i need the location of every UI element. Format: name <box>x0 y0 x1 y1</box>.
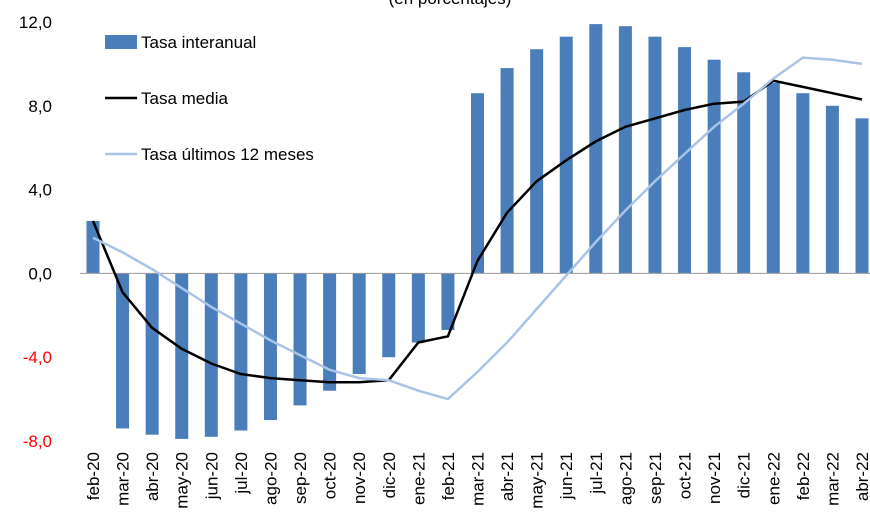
x-tick-label: feb-22 <box>794 452 813 500</box>
bar <box>175 273 189 439</box>
bar <box>766 82 780 274</box>
line-series <box>92 56 863 401</box>
bar <box>116 273 130 429</box>
y-tick-label: -8,0 <box>23 432 52 451</box>
x-tick-label: sep-21 <box>646 452 665 504</box>
bar <box>411 273 425 343</box>
bar <box>678 47 692 274</box>
bar <box>707 59 721 274</box>
bar <box>796 93 810 274</box>
x-tick-label: dic-20 <box>380 452 399 498</box>
x-tick-label: mar-20 <box>114 452 133 506</box>
bar <box>352 273 366 374</box>
legend-label: Tasa últimos 12 meses <box>141 145 314 164</box>
bar <box>589 24 603 274</box>
bar <box>737 72 751 274</box>
bar <box>648 36 662 274</box>
x-tick-label: ene-22 <box>764 452 783 505</box>
x-tick-label: feb-21 <box>439 452 458 500</box>
bar <box>471 93 484 274</box>
y-tick-label: -4,0 <box>23 348 52 367</box>
x-tick-label: abr-21 <box>498 452 517 501</box>
legend-swatch <box>105 35 137 49</box>
x-tick-label: abr-20 <box>143 452 162 501</box>
bar <box>234 273 248 431</box>
x-tick-label: jul-20 <box>232 452 251 495</box>
x-tick-label: jun-21 <box>557 452 576 500</box>
bar <box>825 105 839 274</box>
chart-subtitle: (en porcentajes) <box>389 0 512 8</box>
bar <box>86 221 100 274</box>
x-tick-label: nov-20 <box>350 452 369 504</box>
x-tick-label: mar-22 <box>823 452 842 506</box>
bar <box>530 49 544 274</box>
x-tick-label: jul-21 <box>587 452 606 495</box>
bar <box>559 36 573 274</box>
bar <box>382 273 396 358</box>
x-tick-label: feb-20 <box>84 452 103 500</box>
bar <box>263 273 277 421</box>
x-tick-label: ago-21 <box>616 452 635 505</box>
bar <box>145 273 159 435</box>
bar <box>855 118 869 274</box>
x-tick-label: ene-21 <box>409 452 428 505</box>
x-tick-label: nov-21 <box>705 452 724 504</box>
legend-label: Tasa interanual <box>141 33 256 52</box>
bar <box>441 273 455 330</box>
x-tick-label: oct-20 <box>321 452 340 499</box>
x-tick-label: abr-22 <box>853 452 870 501</box>
x-tick-label: oct-21 <box>676 452 695 499</box>
x-tick-label: may-20 <box>173 452 192 509</box>
y-tick-label: 0,0 <box>28 264 52 283</box>
bar <box>204 273 218 437</box>
bar <box>618 26 632 274</box>
x-tick-label: ago-20 <box>261 452 280 505</box>
bar <box>500 68 514 274</box>
line-series <box>91 79 863 384</box>
legend-label: Tasa media <box>141 89 228 108</box>
x-tick-label: sep-20 <box>291 452 310 504</box>
x-tick-label: jun-20 <box>202 452 221 500</box>
y-tick-label: 12,0 <box>19 13 52 32</box>
x-tick-label: mar-21 <box>469 452 488 506</box>
bar <box>323 273 337 391</box>
y-tick-label: 4,0 <box>28 181 52 200</box>
x-tick-label: may-21 <box>528 452 547 509</box>
bar <box>293 273 307 406</box>
x-tick-label: dic-21 <box>735 452 754 498</box>
y-tick-label: 8,0 <box>28 97 52 116</box>
